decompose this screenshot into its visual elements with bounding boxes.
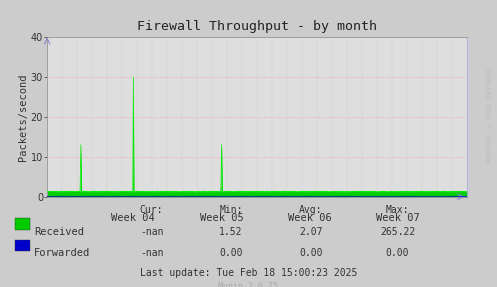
- Text: -nan: -nan: [140, 227, 164, 237]
- Text: 0.00: 0.00: [299, 248, 323, 258]
- Text: -nan: -nan: [140, 248, 164, 258]
- Title: Firewall Throughput - by month: Firewall Throughput - by month: [137, 20, 377, 33]
- Text: 265.22: 265.22: [380, 227, 415, 237]
- Text: Last update: Tue Feb 18 15:00:23 2025: Last update: Tue Feb 18 15:00:23 2025: [140, 268, 357, 278]
- Text: 0.00: 0.00: [219, 248, 243, 258]
- Text: Week 05: Week 05: [200, 212, 244, 222]
- Text: Week 04: Week 04: [111, 212, 155, 222]
- Text: Received: Received: [34, 227, 84, 237]
- Text: Min:: Min:: [219, 205, 243, 215]
- Text: Week 07: Week 07: [376, 212, 420, 222]
- Text: Max:: Max:: [386, 205, 410, 215]
- Text: 2.07: 2.07: [299, 227, 323, 237]
- Text: Week 06: Week 06: [288, 212, 331, 222]
- Text: Munin 2.0.75: Munin 2.0.75: [219, 282, 278, 287]
- Text: 1.52: 1.52: [219, 227, 243, 237]
- Text: Cur:: Cur:: [140, 205, 164, 215]
- Text: RRDTOOL / TOBI OETIKER: RRDTOOL / TOBI OETIKER: [487, 68, 493, 162]
- Text: Avg:: Avg:: [299, 205, 323, 215]
- Y-axis label: Packets/second: Packets/second: [18, 73, 28, 161]
- Text: Forwarded: Forwarded: [34, 248, 90, 258]
- Text: 0.00: 0.00: [386, 248, 410, 258]
